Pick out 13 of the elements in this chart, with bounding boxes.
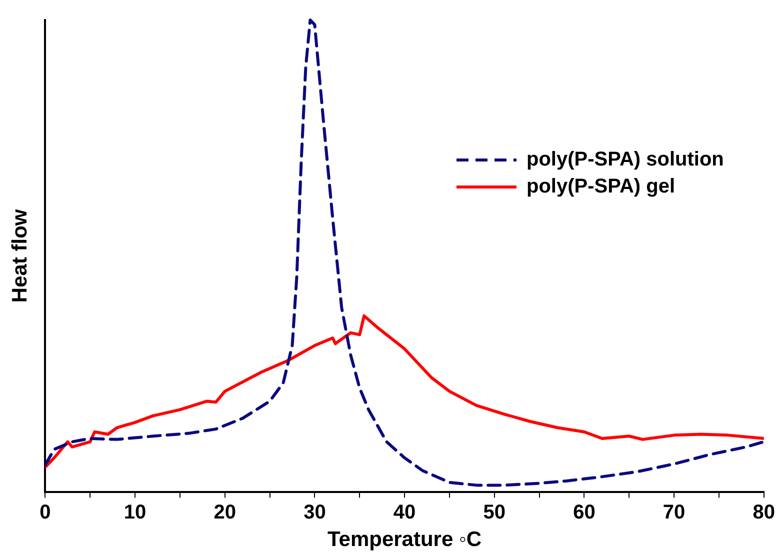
- x-tick-label: 0: [40, 501, 51, 524]
- x-tick-label: 70: [662, 501, 686, 524]
- legend-label: poly(P-SPA) solution: [526, 148, 724, 171]
- x-tick-label: 40: [393, 501, 416, 524]
- legend-label: poly(P-SPA) gel: [526, 176, 676, 198]
- x-tick-label: 30: [304, 501, 326, 524]
- x-tick-label: 80: [752, 501, 775, 524]
- x-tick-label: 50: [483, 501, 506, 524]
- y-axis-title: Heat flow: [8, 208, 32, 303]
- x-tick-label: 20: [214, 501, 236, 524]
- x-tick-label: 60: [573, 501, 596, 524]
- x-tick-label: 10: [124, 501, 146, 524]
- x-axis-title: Temperature ◦C: [327, 528, 482, 552]
